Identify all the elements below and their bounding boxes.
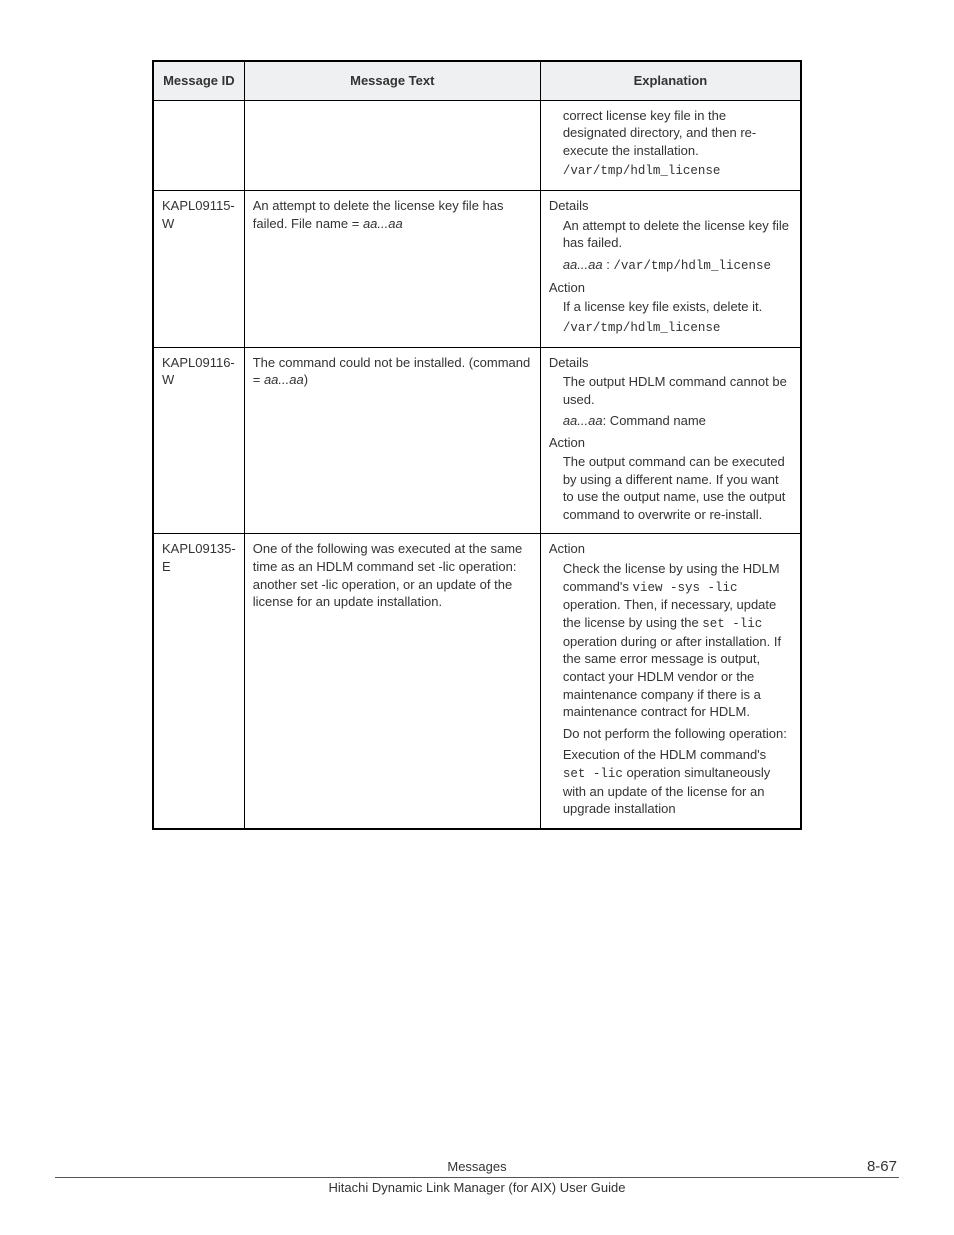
message-text-part: ): [304, 372, 308, 387]
action-path: /var/tmp/hdlm_license: [563, 320, 792, 337]
table-row: KAPL09115-W An attempt to delete the lic…: [153, 191, 801, 347]
action-label: Action: [549, 540, 792, 558]
action-text: If a license key file exists, delete it.: [563, 298, 792, 316]
action-label: Action: [549, 279, 792, 297]
cell-message-text: One of the following was executed at the…: [244, 534, 540, 829]
message-text-placeholder: aa...aa: [264, 372, 304, 387]
cell-message-text: [244, 100, 540, 191]
cell-explanation: correct license key file in the designat…: [540, 100, 801, 191]
action-text: Check the license by using the HDLM comm…: [563, 560, 792, 721]
cell-explanation: Action Check the license by using the HD…: [540, 534, 801, 829]
details-text: The output HDLM command cannot be used.: [563, 373, 792, 408]
cell-message-text: The command could not be installed. (com…: [244, 347, 540, 534]
path: /var/tmp/hdlm_license: [613, 259, 771, 273]
action-text: Do not perform the following operation:: [563, 725, 792, 743]
details-label: Details: [549, 354, 792, 372]
placeholder: aa...aa: [563, 413, 603, 428]
explanation-text: correct license key file in the designat…: [563, 107, 792, 160]
table-row: KAPL09116-W The command could not be ins…: [153, 347, 801, 534]
action-text: Execution of the HDLM command's set -lic…: [563, 746, 792, 818]
cell-message-id: KAPL09135-E: [153, 534, 244, 829]
command: view -sys -lic: [632, 581, 737, 595]
cell-message-id: KAPL09116-W: [153, 347, 244, 534]
footer-section-title: Messages: [137, 1159, 817, 1174]
explanation-path: /var/tmp/hdlm_license: [563, 163, 792, 180]
action-text-part: operation during or after installation. …: [563, 634, 781, 719]
details-placeholder-line: aa...aa : /var/tmp/hdlm_license: [563, 256, 792, 275]
details-text: An attempt to delete the license key fil…: [563, 217, 792, 252]
footer-top-line: Messages 8-67: [55, 1158, 899, 1178]
details-placeholder-line: aa...aa: Command name: [563, 412, 792, 430]
table-row: KAPL09135-E One of the following was exe…: [153, 534, 801, 829]
cell-message-id: KAPL09115-W: [153, 191, 244, 347]
table-row: correct license key file in the designat…: [153, 100, 801, 191]
cell-message-text: An attempt to delete the license key fil…: [244, 191, 540, 347]
placeholder: aa...aa: [563, 257, 603, 272]
cell-explanation: Details The output HDLM command cannot b…: [540, 347, 801, 534]
command: set -lic: [702, 617, 762, 631]
action-label: Action: [549, 434, 792, 452]
message-text-placeholder: aa...aa: [363, 216, 403, 231]
footer-page-number: 8-67: [817, 1158, 897, 1175]
details-text-part: : Command name: [603, 413, 706, 428]
header-message-text: Message Text: [244, 61, 540, 100]
table-header-row: Message ID Message Text Explanation: [153, 61, 801, 100]
separator: :: [603, 257, 614, 272]
messages-table: Message ID Message Text Explanation corr…: [152, 60, 802, 830]
action-text-part: Execution of the HDLM command's: [563, 747, 766, 762]
header-explanation: Explanation: [540, 61, 801, 100]
cell-message-id: [153, 100, 244, 191]
cell-explanation: Details An attempt to delete the license…: [540, 191, 801, 347]
details-label: Details: [549, 197, 792, 215]
footer-guide-title: Hitachi Dynamic Link Manager (for AIX) U…: [55, 1178, 899, 1195]
header-message-id: Message ID: [153, 61, 244, 100]
page-footer: Messages 8-67 Hitachi Dynamic Link Manag…: [55, 1158, 899, 1195]
command: set -lic: [563, 767, 623, 781]
action-text: The output command can be executed by us…: [563, 453, 792, 523]
